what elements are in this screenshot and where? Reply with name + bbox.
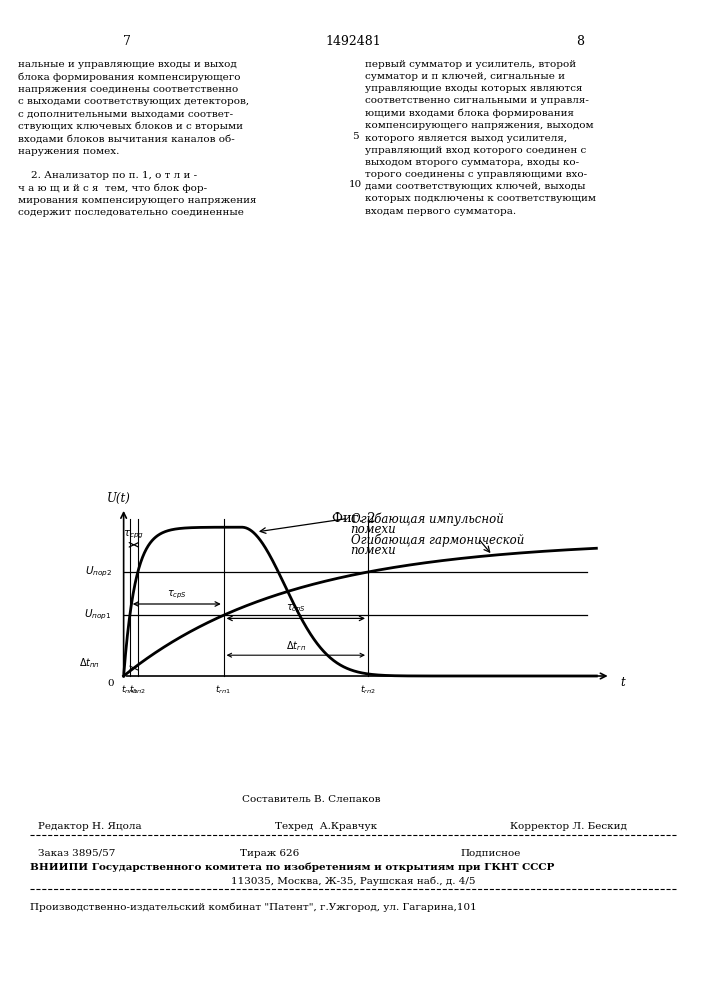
Text: $\tau_{cpg}$: $\tau_{cpg}$	[123, 528, 144, 541]
Text: 8: 8	[575, 35, 584, 48]
Text: помехи: помехи	[351, 523, 397, 536]
Text: 1492481: 1492481	[326, 35, 381, 48]
Text: помехи: помехи	[351, 544, 397, 557]
Text: Фиг. 2: Фиг. 2	[332, 512, 375, 525]
Text: Тираж 626: Тираж 626	[240, 849, 299, 858]
Text: $\tau_{cpS}$: $\tau_{cpS}$	[286, 603, 306, 615]
Text: t: t	[620, 676, 625, 689]
Text: U(t): U(t)	[107, 492, 131, 505]
Text: Редактор Н. Яцола: Редактор Н. Яцола	[38, 822, 141, 831]
Text: $U_{пор1}$: $U_{пор1}$	[84, 608, 112, 622]
Text: 5: 5	[351, 132, 358, 141]
Text: Производственно-издательский комбинат "Патент", г.Ужгород, ул. Гагарина,101: Производственно-издательский комбинат "П…	[30, 902, 477, 912]
Text: Огибающая гармонической: Огибающая гармонической	[351, 534, 524, 547]
Text: $t_{гп1}$: $t_{гп1}$	[216, 684, 232, 696]
Text: 113035, Москва, Ж-35, Раушская наб., д. 4/5: 113035, Москва, Ж-35, Раушская наб., д. …	[231, 876, 476, 886]
Text: Заказ 3895/57: Заказ 3895/57	[38, 849, 115, 858]
Text: $\Delta t_{пп}$: $\Delta t_{пп}$	[79, 656, 100, 670]
Text: первый сумматор и усилитель, второй
сумматор и п ключей, сигнальные и
управляющи: первый сумматор и усилитель, второй сумм…	[365, 60, 596, 216]
Text: ВНИИПИ Государственного комитета по изобретениям и открытиям при ГКНТ СССР: ВНИИПИ Государственного комитета по изоб…	[30, 863, 554, 872]
Text: нальные и управляющие входы и выход
блока формирования компенсирующего
напряжени: нальные и управляющие входы и выход блок…	[18, 60, 257, 217]
Text: $U_{пор2}$: $U_{пор2}$	[85, 565, 112, 579]
Text: 10: 10	[349, 180, 361, 189]
Text: Техред  А.Кравчук: Техред А.Кравчук	[275, 822, 377, 831]
Text: 7: 7	[123, 35, 132, 48]
Text: $t_{пп2}$: $t_{пп2}$	[129, 684, 146, 696]
Text: Огибающая импульсной: Огибающая импульсной	[351, 513, 503, 526]
Text: 0: 0	[107, 679, 115, 688]
Text: $t_{пп1}$: $t_{пп1}$	[121, 684, 139, 696]
Text: $\Delta t_{гп}$: $\Delta t_{гп}$	[286, 639, 306, 653]
Text: Составитель В. Слепаков: Составитель В. Слепаков	[242, 795, 380, 804]
Text: $\tau_{cpS}$: $\tau_{cpS}$	[167, 588, 187, 601]
Text: Корректор Л. Бескид: Корректор Л. Бескид	[510, 822, 627, 831]
Text: $t_{гп2}$: $t_{гп2}$	[360, 684, 376, 696]
Text: Подписное: Подписное	[460, 849, 520, 858]
